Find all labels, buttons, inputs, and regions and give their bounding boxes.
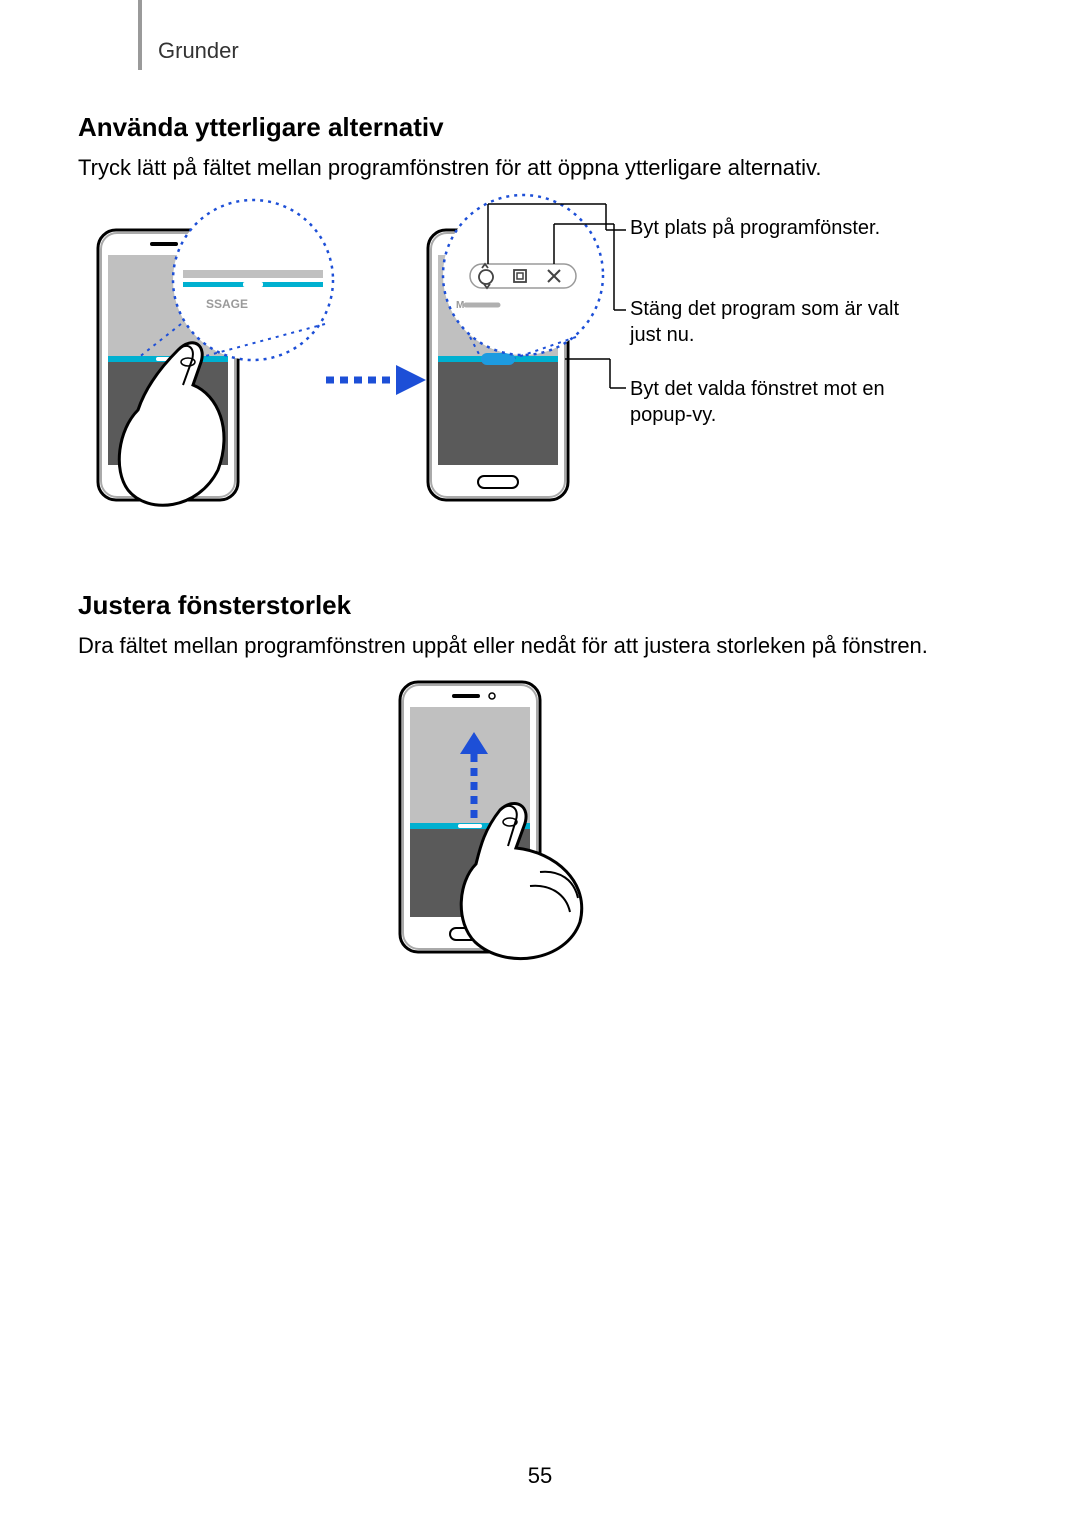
arrow-right-icon xyxy=(326,365,426,395)
header-title: Grunder xyxy=(158,38,239,64)
illustration-bottom xyxy=(0,672,1080,972)
illustration-bottom-svg xyxy=(0,672,1080,972)
svg-text:SSAGE: SSAGE xyxy=(206,297,248,311)
callout-swap: Byt plats på programfönster. xyxy=(630,215,930,241)
callout-close: Stäng det program som är valt just nu. xyxy=(630,296,930,348)
section-heading-1: Använda ytterligare alternativ xyxy=(78,112,444,143)
page: Grunder Använda ytterligare alternativ T… xyxy=(0,0,1080,1527)
page-number: 55 xyxy=(0,1463,1080,1489)
svg-text:M: M xyxy=(456,300,464,311)
callout-popup: Byt det valda fönstret mot en popup-vy. xyxy=(630,376,930,428)
section-heading-2: Justera fönsterstorlek xyxy=(78,590,351,621)
header-rule xyxy=(138,0,142,70)
zoom-circle-left xyxy=(173,200,333,360)
section-body-2: Dra fältet mellan programfönstren uppåt … xyxy=(78,631,1018,661)
section-body-1: Tryck lätt på fältet mellan programfönst… xyxy=(78,153,978,183)
